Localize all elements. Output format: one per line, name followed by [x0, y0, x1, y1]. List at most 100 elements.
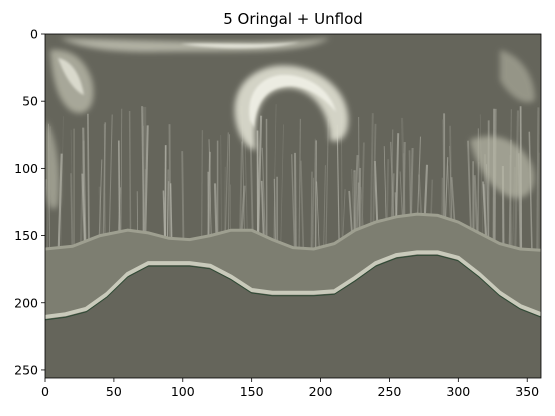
texture-streak	[449, 145, 453, 220]
texture-streak	[386, 159, 390, 219]
y-tick-label: 250	[14, 362, 38, 377]
texture-streak	[213, 183, 218, 235]
texture-streak	[166, 181, 170, 239]
texture-streak	[442, 119, 446, 218]
heatmap-texture	[45, 104, 540, 251]
x-tick-label: 50	[106, 384, 122, 399]
heatmap-image	[45, 34, 541, 378]
texture-streak	[208, 139, 212, 236]
texture-streak	[430, 179, 434, 216]
x-tick-label: 250	[378, 384, 402, 399]
texture-streak	[325, 118, 329, 246]
top-core	[180, 42, 300, 49]
x-tick-label: 100	[171, 384, 195, 399]
texture-streak	[473, 175, 479, 231]
texture-streak	[98, 159, 103, 236]
y-tick-label: 200	[14, 295, 38, 310]
x-tick-label: 200	[309, 384, 333, 399]
texture-streak	[240, 185, 246, 231]
texture-streak	[239, 141, 243, 231]
texture-streak	[395, 133, 400, 217]
texture-streak	[400, 117, 406, 217]
texture-streak	[260, 180, 265, 235]
texture-streak	[169, 183, 173, 239]
texture-streak	[142, 125, 144, 233]
bright-cores	[58, 42, 336, 128]
texture-streak	[102, 122, 107, 235]
ring-lower-highlight	[45, 250, 541, 319]
texture-streak	[369, 113, 374, 224]
texture-streak	[293, 152, 297, 248]
texture-streak	[423, 164, 429, 215]
texture-streak	[57, 153, 63, 248]
texture-streak	[449, 125, 453, 220]
texture-streak	[200, 130, 204, 238]
texture-streak	[257, 115, 263, 235]
texture-streak	[224, 132, 229, 231]
texture-streak	[390, 129, 394, 218]
texture-streak	[60, 116, 64, 248]
texture-streak	[291, 154, 296, 248]
texture-streak	[450, 177, 456, 220]
texture-streak	[418, 174, 423, 215]
texture-streak	[372, 123, 377, 223]
texture-streak	[298, 118, 301, 249]
texture-streak	[348, 190, 353, 234]
texture-streak	[87, 113, 90, 241]
texture-streak	[323, 165, 326, 247]
texture-streak	[310, 171, 313, 249]
y-tick-label: 50	[22, 94, 38, 109]
ring-band	[45, 214, 541, 319]
texture-streak	[103, 123, 106, 235]
right-bright-patch	[470, 136, 535, 199]
texture-streak	[314, 140, 317, 249]
x-axis: 0 50 100 150 200 250 300 350	[41, 378, 539, 399]
texture-streak	[316, 181, 320, 249]
texture-streak	[351, 168, 355, 233]
texture-streak	[342, 189, 346, 237]
texture-streak	[402, 141, 406, 216]
arch-core	[249, 74, 336, 128]
x-tick-label: 150	[240, 384, 264, 399]
texture-streak	[168, 124, 172, 239]
y-tick-label: 100	[14, 161, 38, 176]
texture-streak	[536, 107, 540, 251]
ring-lower-edge	[45, 254, 541, 321]
x-tick-label: 0	[41, 384, 49, 399]
texture-streak	[311, 177, 315, 250]
y-axis: 0 50 100 150 200 250	[14, 27, 45, 377]
y-tick-label: 0	[30, 27, 38, 42]
y-tick-label: 150	[14, 228, 38, 243]
ring-inner-edge	[45, 212, 541, 252]
texture-streak	[144, 125, 149, 233]
left-core	[58, 58, 84, 95]
texture-streak	[220, 134, 222, 233]
texture-streak	[164, 145, 167, 238]
texture-streak	[244, 145, 248, 231]
texture-streak	[273, 104, 277, 242]
texture-streak	[394, 192, 398, 218]
texture-streak	[312, 138, 316, 249]
chart-title: 5 Oringal + Unflod	[223, 10, 363, 28]
texture-streak	[70, 129, 74, 247]
plot-frame	[44, 33, 542, 379]
texture-streak	[167, 169, 169, 239]
left-edge-bright	[46, 120, 60, 210]
texture-streak	[228, 134, 231, 231]
texture-streak	[467, 140, 472, 228]
texture-streak	[336, 124, 340, 242]
texture-streak	[128, 110, 132, 231]
texture-streak	[373, 160, 379, 223]
heatmap-background	[45, 34, 541, 378]
texture-streak	[409, 147, 414, 215]
texture-streak	[261, 147, 266, 236]
texture-streak	[162, 190, 166, 237]
texture-streak	[447, 165, 451, 219]
texture-streak	[353, 171, 358, 231]
texture-streak	[477, 161, 480, 233]
texture-streak	[399, 171, 403, 217]
x-tick-label: 300	[446, 384, 470, 399]
texture-streak	[117, 140, 121, 232]
texture-streak	[181, 151, 185, 240]
